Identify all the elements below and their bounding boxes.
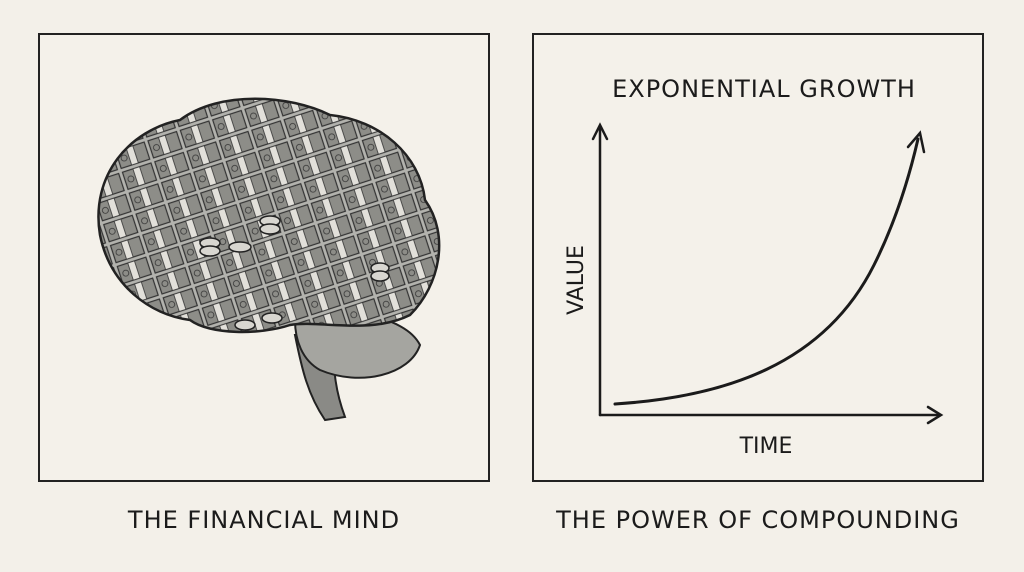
x-axis-arrow-icon (926, 405, 944, 425)
growth-curve-arrow-icon (906, 130, 926, 154)
y-axis-arrow-icon (591, 122, 609, 141)
growth-curve (613, 137, 920, 406)
compounding-caption: THE POWER OF COMPOUNDING (556, 506, 960, 534)
coin-stacks (199, 215, 390, 331)
x-axis-label: TIME (739, 434, 793, 459)
brain-money-illustration (97, 97, 441, 422)
sketch-title: EXPONENTIAL GROWTH (612, 75, 916, 103)
financial-mind-panel (38, 33, 490, 482)
compounding-panel: EXPONENTIAL GROWTH VALUE TIME (532, 33, 984, 482)
exponential-growth-sketch: EXPONENTIAL GROWTH VALUE TIME (564, 75, 944, 459)
financial-mind-caption: THE FINANCIAL MIND (127, 506, 401, 534)
y-axis-label: VALUE (564, 245, 589, 315)
